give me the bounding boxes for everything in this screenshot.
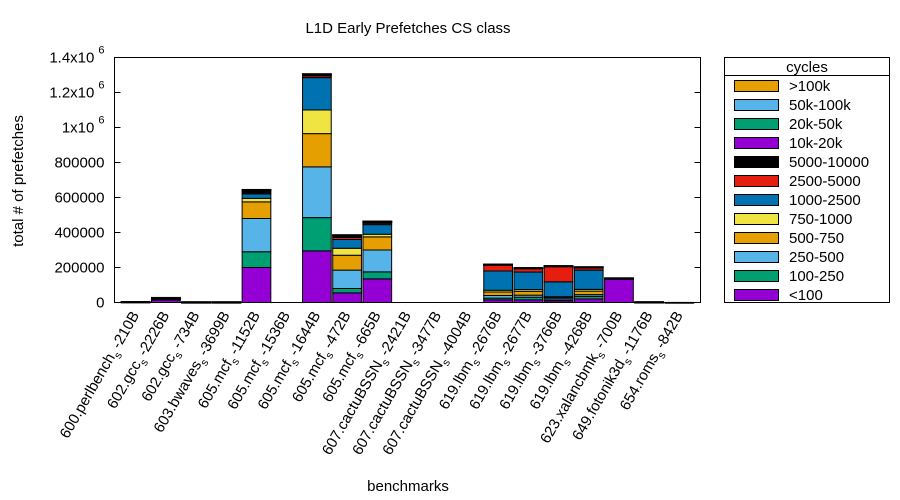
bar-segment bbox=[573, 298, 604, 303]
bar-segment bbox=[332, 292, 362, 303]
bar-segment bbox=[241, 197, 272, 203]
bar-segment bbox=[332, 239, 362, 249]
bar-segment bbox=[302, 250, 332, 303]
legend-label: 20k-50k bbox=[789, 116, 843, 133]
bar-segment bbox=[513, 271, 544, 291]
bar-segment bbox=[332, 247, 362, 256]
y-tick-label: 1x10 6 bbox=[62, 115, 105, 137]
legend-title: cycles bbox=[786, 59, 828, 76]
bar-segment bbox=[573, 269, 604, 290]
y-tick-label: 400000 bbox=[54, 225, 104, 242]
bar-segment bbox=[241, 188, 272, 191]
y-tick-label: 0 bbox=[96, 295, 104, 312]
bar-segment bbox=[543, 281, 574, 298]
bar-segment bbox=[513, 290, 544, 296]
legend-label: 250-500 bbox=[789, 249, 844, 266]
legend-swatch bbox=[734, 175, 779, 187]
legend-swatch bbox=[734, 270, 779, 282]
y-tick-label: 1.4x10 6 bbox=[49, 45, 104, 67]
bar-segment bbox=[302, 77, 332, 111]
legend-label: <100 bbox=[789, 287, 823, 304]
legend-swatch bbox=[734, 99, 779, 111]
legend-label: 5000-10000 bbox=[789, 154, 869, 171]
bar-segment bbox=[332, 288, 362, 294]
legend-swatch bbox=[734, 80, 779, 92]
y-axis-label: total # of prefetches bbox=[10, 115, 27, 247]
legend: cycles >100k 50k-100k 20k-50k 10k-20k 5000-1… bbox=[724, 57, 890, 304]
bar-segment bbox=[513, 267, 544, 269]
legend-label: 10k-20k bbox=[789, 135, 843, 152]
bar-segment bbox=[543, 265, 574, 283]
legend-label: 500-750 bbox=[789, 230, 844, 247]
bar-segment bbox=[241, 193, 272, 199]
bar-segment bbox=[302, 73, 332, 76]
bar-segment bbox=[302, 166, 332, 219]
legend-swatch bbox=[734, 289, 779, 301]
bar-segment bbox=[543, 265, 574, 268]
legend-label: >100k bbox=[789, 78, 831, 95]
bar-segment bbox=[573, 266, 604, 269]
bar-segment bbox=[362, 224, 393, 235]
bar-segment bbox=[362, 236, 393, 251]
bar-segment bbox=[604, 278, 634, 303]
bar-segment bbox=[483, 263, 513, 266]
bar-segment bbox=[483, 291, 513, 296]
bar-segment bbox=[302, 217, 332, 252]
x-tick-labels: 600.perlbenchs-210B602.gccs-2226B602.gcc… bbox=[57, 309, 687, 458]
bar-segment bbox=[302, 133, 332, 168]
legend-swatch bbox=[734, 251, 779, 263]
bar-segment bbox=[362, 249, 393, 273]
legend-label: 1000-2500 bbox=[789, 192, 861, 209]
bar-segment bbox=[604, 277, 634, 280]
bar-segment bbox=[241, 218, 272, 253]
bar-segment bbox=[483, 270, 513, 291]
chart-title: L1D Early Prefetches CS class bbox=[305, 20, 510, 37]
legend-swatch bbox=[734, 232, 779, 244]
legend-label: 2500-5000 bbox=[789, 173, 861, 190]
legend-swatch bbox=[734, 137, 779, 149]
bar-segment bbox=[362, 278, 393, 303]
bar-segment bbox=[573, 290, 604, 296]
y-tick-label: 200000 bbox=[54, 260, 104, 277]
bar-segment bbox=[332, 234, 362, 237]
x-axis-label: benchmarks bbox=[367, 478, 449, 495]
bar-segment bbox=[302, 109, 332, 135]
legend-items: >100k 50k-100k 20k-50k 10k-20k 5000-10000 250… bbox=[734, 78, 869, 304]
bar-segment bbox=[241, 201, 272, 219]
legend-swatch bbox=[734, 194, 779, 206]
y-tick-label: 1.2x10 6 bbox=[49, 80, 104, 102]
legend-swatch bbox=[734, 118, 779, 130]
legend-label: 100-250 bbox=[789, 268, 844, 285]
y-tick-label: 600000 bbox=[54, 190, 104, 207]
legend-label: 750-1000 bbox=[789, 211, 852, 228]
bar-segment bbox=[332, 254, 362, 271]
legend-label: 50k-100k bbox=[789, 97, 851, 114]
bars bbox=[120, 73, 695, 304]
y-ticks: 0 200000 400000 600000 800000 1x10 6 1.2x10 6 1.4… bbox=[49, 45, 701, 312]
bar-segment bbox=[241, 267, 272, 303]
legend-swatch bbox=[734, 213, 779, 225]
bar-segment bbox=[362, 271, 393, 280]
bar-segment bbox=[151, 296, 181, 299]
legend-swatch bbox=[734, 156, 779, 168]
y-tick-label: 800000 bbox=[54, 155, 104, 172]
bar-segment bbox=[332, 269, 362, 289]
bar-segment bbox=[241, 251, 272, 268]
bar-segment bbox=[362, 220, 393, 223]
plot-frame bbox=[114, 57, 701, 303]
